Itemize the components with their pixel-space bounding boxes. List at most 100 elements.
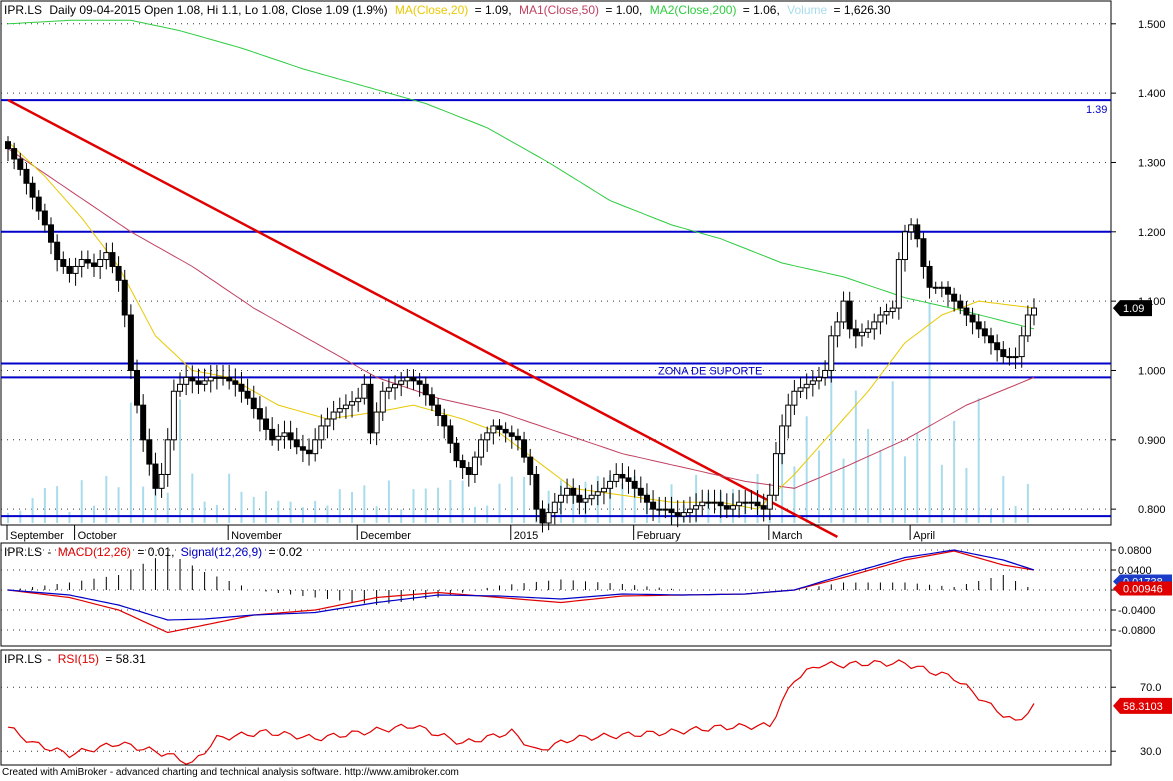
candle-down [576,494,583,503]
volume-bar [842,458,845,523]
candle-down [957,300,964,309]
candle-down [115,265,122,281]
candle-down [140,404,147,441]
volume-bar [461,480,464,523]
volume-bar [891,381,894,523]
candle-down [263,418,270,430]
date-label: December [360,530,411,542]
candle-up [871,321,878,330]
candle-down [619,473,626,479]
volume-bar [375,506,378,523]
price-tick-label: 1.300 [1138,157,1166,169]
candle-down [48,224,55,243]
candle-down [5,141,11,150]
volume-bar [830,336,833,523]
signal-value: = 0.02 [269,545,303,559]
candle-down [293,439,300,448]
rsi-value-badge [1113,697,1172,714]
candle-up [177,383,184,392]
candle-up [938,286,945,289]
header-ma50-label: MA1(Close,50) [519,3,599,17]
header-info: Daily 09-04-2015 Open 1.08, Hi 1.1, Lo 1… [49,3,387,17]
candle-up [1012,356,1019,359]
candle-down [514,435,521,441]
candle-up [275,435,282,441]
candle-up [766,494,773,510]
volume-bar [621,483,624,523]
candle-up [324,418,331,427]
candle-up [330,411,337,420]
date-label: September [10,530,64,542]
candle-down [951,293,958,302]
candle-up [828,335,835,371]
volume-bar [68,511,71,523]
volume-bar [338,489,341,523]
price-levels: 1.39 ZONA DE SUPORTE [1,98,1111,538]
candle-down [944,286,951,295]
candle-down [422,383,429,396]
candle-down [643,494,650,503]
candle-down [189,376,196,382]
rsi-label: RSI(15) [58,652,99,666]
volume-bar [609,475,612,523]
candle-down [914,224,921,240]
volume-bar [854,390,857,523]
candle-down [29,182,36,198]
candle-up [680,512,687,517]
volume-bar [424,488,427,523]
volume-bar [215,504,218,523]
candle-down [447,425,454,444]
volume-bar [117,487,120,523]
candle-up [901,231,908,261]
candle-up [281,432,288,437]
candle-down [760,505,767,510]
ma20-line [7,141,1035,510]
volume-bar [105,475,108,523]
candle-up [164,439,171,475]
volume-bar [191,473,194,523]
candle-down [674,512,681,517]
candle-up [932,286,939,289]
candle-up [1018,335,1025,358]
header-ma50-value: = 1.00, [605,3,642,17]
candle-up [379,390,386,413]
candle-up [600,487,607,493]
volume-bar [793,466,796,523]
candle-down [502,428,509,434]
trendline [7,98,838,538]
price-tick-label: 1.200 [1138,227,1166,239]
candle-up [220,376,227,379]
candle-up [342,404,349,410]
header-ma20-label: MA(Close,20) [395,3,468,17]
macd-tick-label: 0.0800 [1118,545,1152,557]
price-series [7,19,1035,510]
candle-down [195,380,202,385]
price-tick-label: 0.900 [1138,435,1166,447]
candle-up [318,425,325,441]
candle-up [478,439,485,458]
volume-bar [240,491,243,523]
candle-up [213,376,220,379]
volume-bar [203,501,206,523]
macd-tick-label: -0.0400 [1118,605,1155,617]
volume-bar [277,500,280,523]
volume-bar [129,402,132,523]
candle-up [564,487,571,496]
zone-label: ZONA DE SUPORTE [658,366,762,378]
volume-bar [486,505,489,523]
candle-down [238,383,245,392]
footer-credit: Created with AmiBroker - advanced charti… [2,767,459,778]
candle-down [66,265,73,274]
candle-down [717,501,724,507]
rsi-tick-label: 30.0 [1140,746,1161,758]
candle-down [23,168,30,184]
candle-down [256,408,263,420]
candle-up [656,508,663,511]
candle-down [84,259,91,264]
candle-down [453,442,460,462]
ma50-line [7,148,1035,489]
candle-up [791,390,798,406]
candle-down [146,439,153,465]
candle-down [625,477,632,482]
candle-up [207,376,214,382]
